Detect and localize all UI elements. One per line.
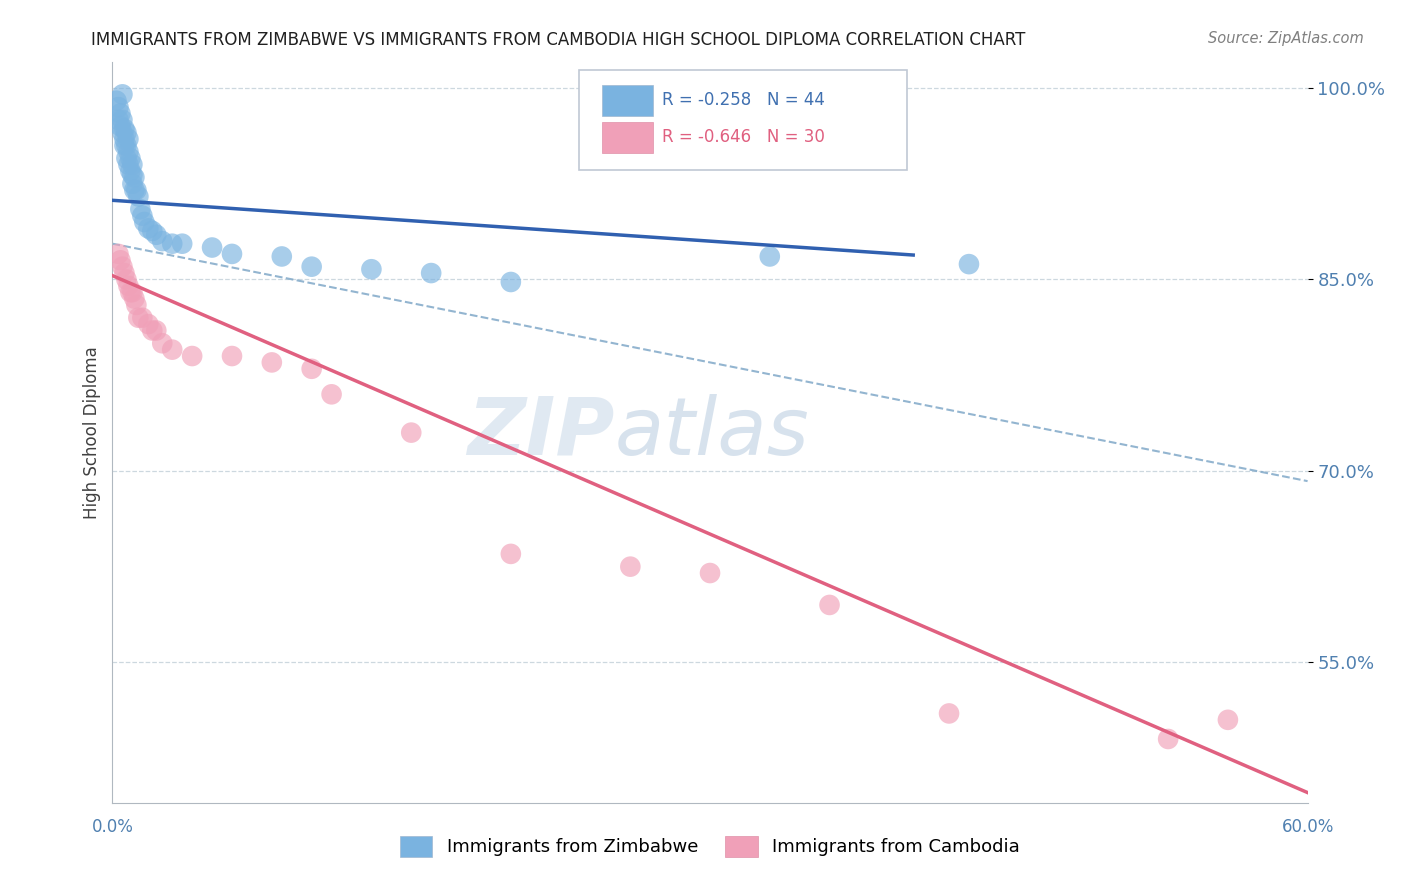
Point — [111, 112, 134, 127]
Point — [145, 227, 167, 242]
Point — [114, 266, 135, 280]
FancyBboxPatch shape — [603, 85, 652, 116]
Point — [124, 292, 146, 306]
Point — [115, 151, 138, 165]
Point — [114, 132, 135, 146]
Point — [117, 157, 139, 171]
Point — [499, 275, 522, 289]
Point — [110, 120, 132, 134]
Point — [120, 285, 142, 300]
Point — [938, 706, 960, 721]
Point — [111, 87, 134, 102]
Legend: Immigrants from Zimbabwe, Immigrants from Cambodia: Immigrants from Zimbabwe, Immigrants fro… — [392, 829, 1028, 864]
Text: 0.0%: 0.0% — [91, 818, 134, 836]
Point — [221, 349, 243, 363]
Point — [117, 278, 139, 293]
Point — [115, 126, 138, 140]
Point — [107, 112, 129, 127]
Point — [117, 132, 139, 146]
Point — [121, 168, 143, 182]
Point — [172, 236, 194, 251]
Point — [759, 250, 782, 264]
Point — [141, 324, 163, 338]
Point — [115, 138, 138, 153]
Text: atlas: atlas — [614, 393, 810, 472]
Point — [105, 94, 128, 108]
Point — [131, 209, 153, 223]
FancyBboxPatch shape — [579, 70, 907, 169]
Point — [124, 183, 146, 197]
Point — [121, 177, 143, 191]
Point — [201, 240, 224, 255]
Point — [818, 598, 841, 612]
Text: ZIP: ZIP — [467, 393, 614, 472]
Point — [260, 355, 283, 369]
Point — [301, 361, 323, 376]
Point — [360, 262, 382, 277]
Point — [162, 236, 183, 251]
Point — [1157, 731, 1180, 746]
Point — [138, 221, 160, 235]
Point — [121, 285, 143, 300]
Point — [141, 224, 163, 238]
Point — [699, 566, 721, 580]
Point — [110, 106, 132, 120]
Point — [162, 343, 183, 357]
Text: R = -0.646   N = 30: R = -0.646 N = 30 — [662, 128, 825, 146]
Text: IMMIGRANTS FROM ZIMBABWE VS IMMIGRANTS FROM CAMBODIA HIGH SCHOOL DIPLOMA CORRELA: IMMIGRANTS FROM ZIMBABWE VS IMMIGRANTS F… — [91, 31, 1026, 49]
Point — [145, 324, 167, 338]
Point — [181, 349, 204, 363]
Point — [107, 100, 129, 114]
Point — [270, 250, 292, 264]
Point — [111, 260, 134, 274]
Point — [150, 336, 173, 351]
Y-axis label: High School Diploma: High School Diploma — [83, 346, 101, 519]
Point — [120, 164, 142, 178]
Point — [115, 272, 138, 286]
Point — [499, 547, 522, 561]
FancyBboxPatch shape — [603, 121, 652, 153]
Point — [134, 215, 156, 229]
Point — [107, 247, 129, 261]
Point — [957, 257, 980, 271]
Point — [110, 253, 132, 268]
Point — [114, 121, 135, 136]
Point — [131, 310, 153, 325]
Point — [127, 189, 149, 203]
Point — [138, 317, 160, 331]
Point — [321, 387, 343, 401]
Point — [221, 247, 243, 261]
Text: 60.0%: 60.0% — [1281, 818, 1334, 836]
Point — [114, 138, 135, 153]
Point — [125, 183, 148, 197]
Text: Source: ZipAtlas.com: Source: ZipAtlas.com — [1208, 31, 1364, 46]
Point — [420, 266, 443, 280]
Point — [127, 310, 149, 325]
Point — [121, 157, 143, 171]
Point — [120, 151, 142, 165]
Point — [401, 425, 423, 440]
Point — [301, 260, 323, 274]
Text: R = -0.258   N = 44: R = -0.258 N = 44 — [662, 91, 825, 109]
Point — [619, 559, 641, 574]
Point — [111, 126, 134, 140]
Point — [124, 170, 146, 185]
Point — [1216, 713, 1239, 727]
Point — [117, 145, 139, 159]
Point — [129, 202, 152, 217]
Point — [125, 298, 148, 312]
Point — [150, 234, 173, 248]
